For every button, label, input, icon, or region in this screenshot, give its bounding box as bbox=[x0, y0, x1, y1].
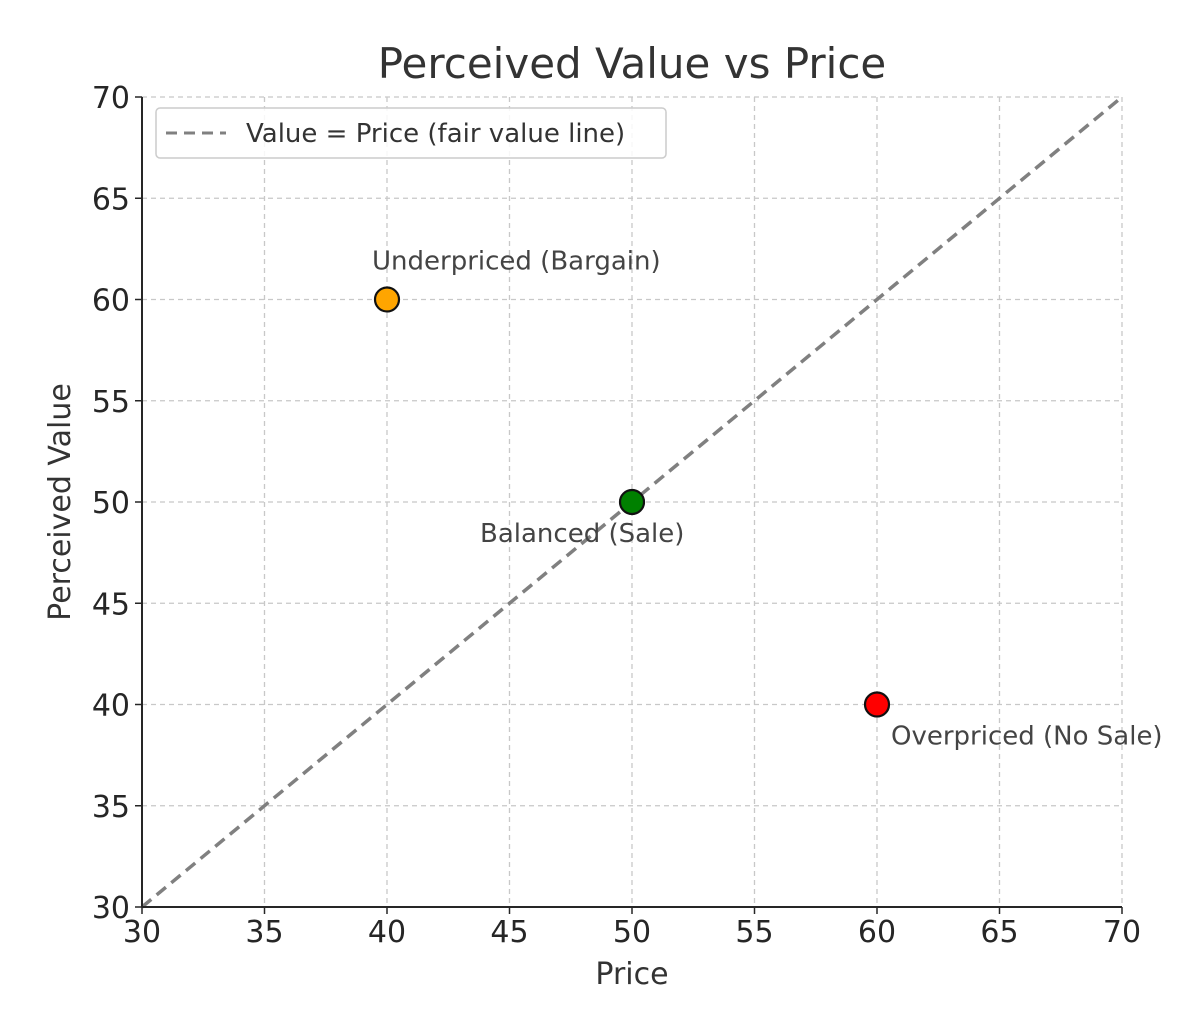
data-points bbox=[373, 286, 891, 718]
point-annotation: Overpriced (No Sale) bbox=[891, 722, 1163, 752]
point-annotation: Balanced (Sale) bbox=[480, 519, 684, 549]
x-axis-label: Price bbox=[595, 957, 668, 992]
x-tick-label: 70 bbox=[1103, 915, 1141, 950]
y-tick-label: 45 bbox=[92, 587, 130, 622]
y-axis-label: Perceived Value bbox=[43, 383, 78, 621]
x-tick-label: 35 bbox=[245, 915, 283, 950]
y-tick-label: 65 bbox=[92, 182, 130, 217]
y-tick-label: 30 bbox=[92, 891, 130, 926]
tick-labels: 30 35 40 45 50 55 60 65 70 30 35 40 45 50 55 60 65 70 bbox=[92, 81, 1141, 950]
y-tick-label: 40 bbox=[92, 689, 130, 724]
x-tick-label: 50 bbox=[613, 915, 651, 950]
y-tick-label: 35 bbox=[92, 790, 130, 825]
x-tick-label: 40 bbox=[368, 915, 406, 950]
x-tick-label: 45 bbox=[490, 915, 528, 950]
axes bbox=[135, 96, 1123, 914]
y-tick-label: 70 bbox=[92, 81, 130, 116]
y-tick-label: 55 bbox=[92, 385, 130, 420]
chart-title: Perceived Value vs Price bbox=[378, 39, 887, 88]
point-annotation: Underpriced (Bargain) bbox=[372, 247, 661, 277]
x-tick-label: 65 bbox=[980, 915, 1018, 950]
legend-entry-label: Value = Price (fair value line) bbox=[246, 119, 625, 149]
x-tick-label: 60 bbox=[858, 915, 896, 950]
data-point bbox=[618, 488, 646, 516]
point-annotations: Underpriced (Bargain) Balanced (Sale) Over… bbox=[372, 247, 1163, 752]
y-tick-label: 50 bbox=[92, 486, 130, 521]
x-tick-label: 55 bbox=[735, 915, 773, 950]
data-point bbox=[863, 691, 891, 718]
legend: Value = Price (fair value line) bbox=[155, 107, 667, 159]
data-point bbox=[373, 286, 401, 313]
y-tick-label: 60 bbox=[92, 284, 130, 319]
legend-box bbox=[155, 107, 667, 159]
x-tick-label: 30 bbox=[123, 915, 161, 950]
